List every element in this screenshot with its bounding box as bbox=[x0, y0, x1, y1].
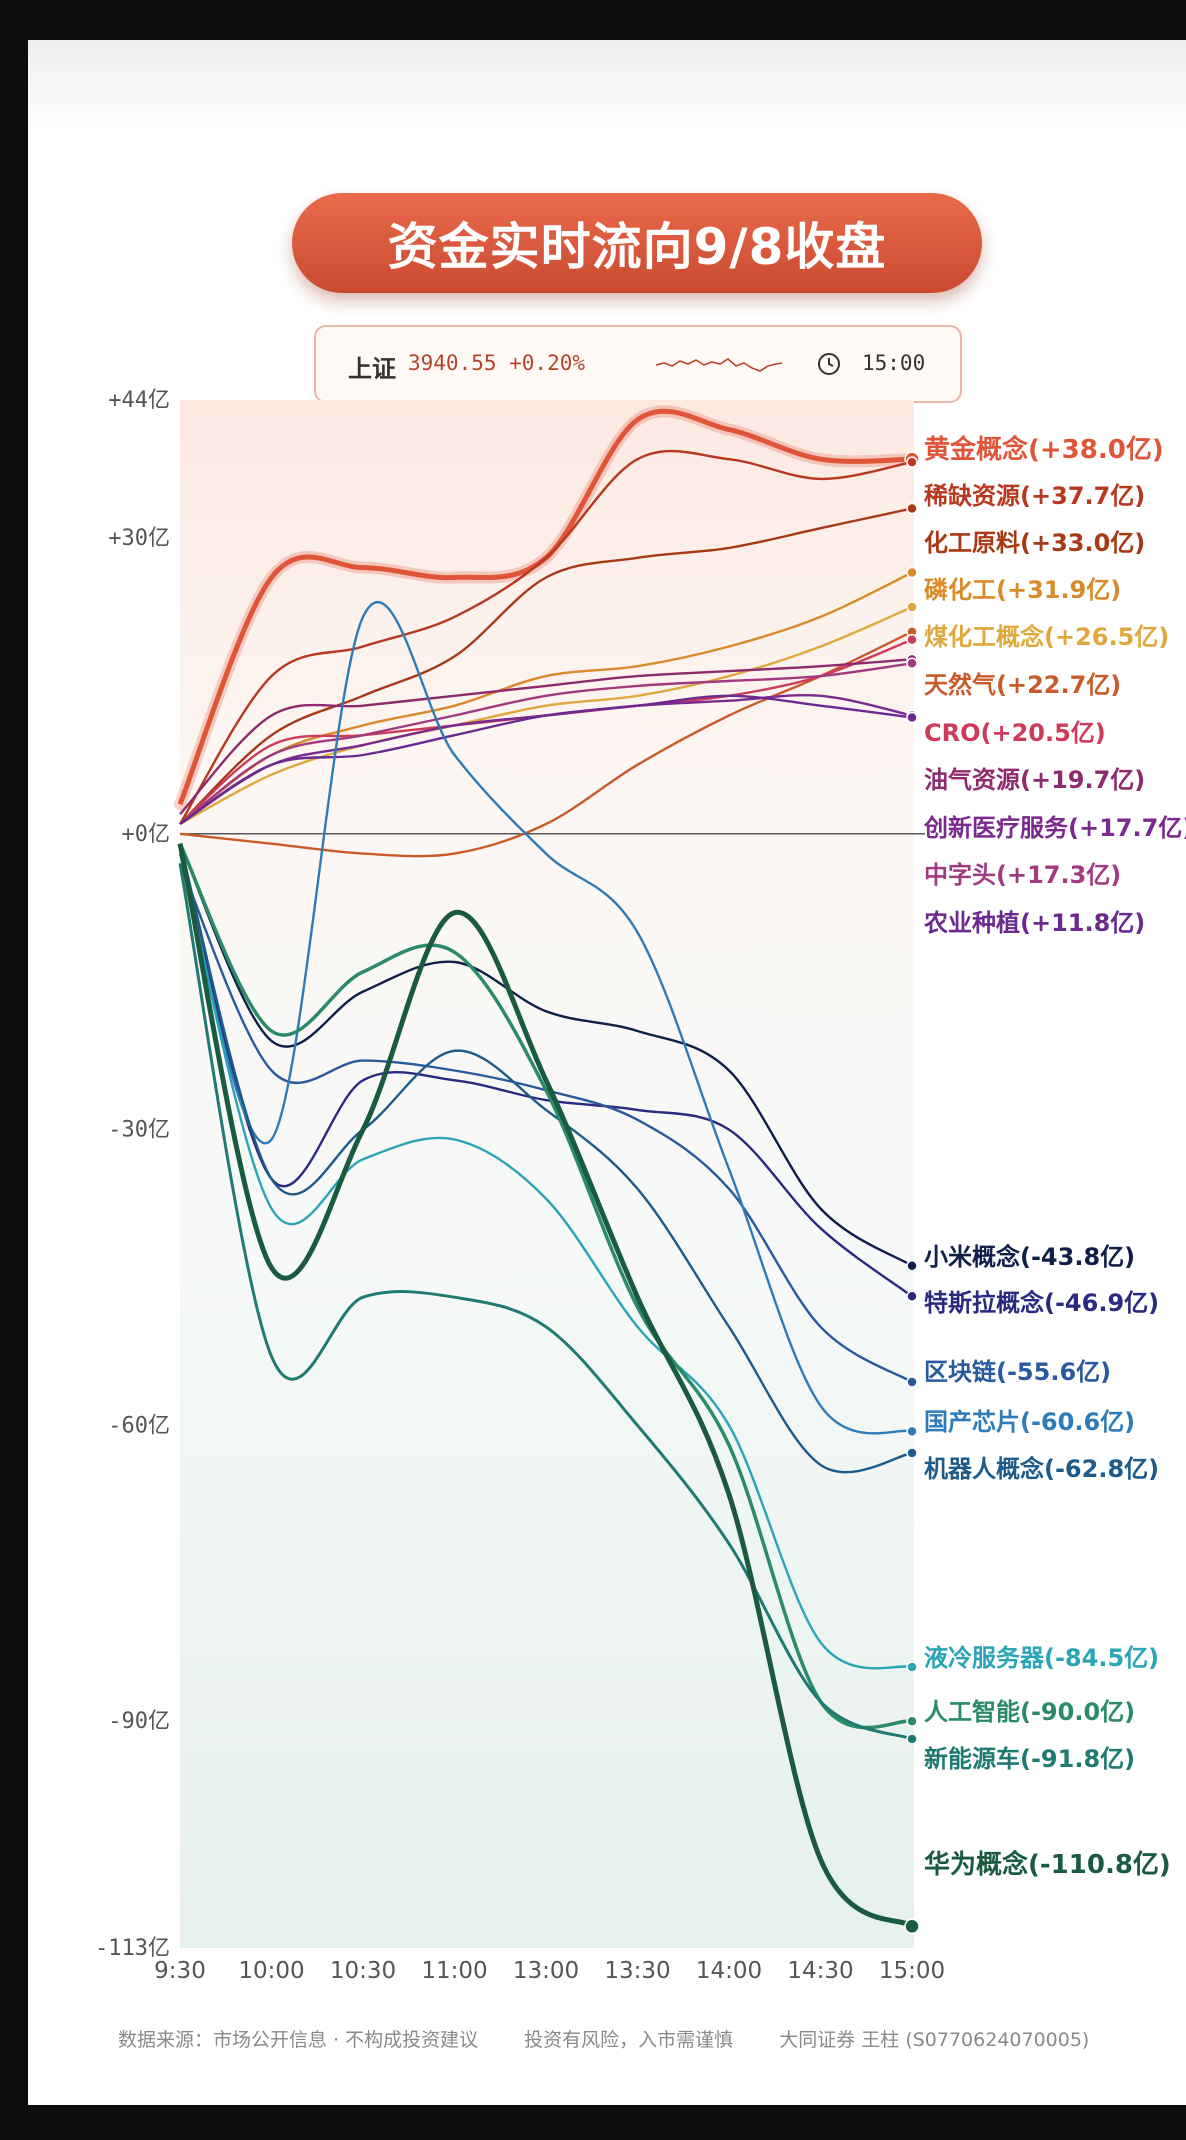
series-end-point bbox=[906, 711, 918, 724]
series-line bbox=[179, 694, 913, 825]
series-line bbox=[179, 571, 913, 825]
series-line bbox=[179, 662, 913, 825]
series-end-label: 磷化工(+31.9亿) bbox=[924, 576, 1121, 604]
series-end-label: 化工原料(+33.0亿) bbox=[924, 529, 1145, 557]
footer-risk: 投资有风险，入市需谨慎 bbox=[524, 2029, 734, 2051]
y-tick-label: -30亿 bbox=[108, 1118, 170, 1143]
series-end-label: 煤化工概念(+26.5亿) bbox=[924, 623, 1169, 651]
series-line bbox=[178, 863, 913, 1741]
series-end-point bbox=[906, 456, 918, 468]
plot-area bbox=[180, 400, 914, 1948]
series-end-point bbox=[904, 1918, 920, 1935]
y-tick-label: -90亿 bbox=[108, 1709, 170, 1734]
footer-author: 大同证券 王柱 (S0770624070005) bbox=[779, 2029, 1090, 2051]
series-end-point bbox=[906, 1715, 918, 1727]
series-line bbox=[179, 630, 913, 858]
series-end-point bbox=[906, 1447, 918, 1459]
index-value: 3940.55 +0.20% bbox=[408, 351, 586, 375]
series-end-point bbox=[906, 566, 918, 579]
series-line bbox=[178, 843, 913, 1267]
series-line bbox=[178, 449, 913, 825]
x-tick-label: 13:30 bbox=[604, 1958, 670, 1984]
x-tick-label: 10:30 bbox=[330, 1958, 396, 1984]
series-end-label: 农业种植(+11.8亿) bbox=[923, 909, 1145, 937]
series-end-label: 创新医疗服务(+17.7亿) bbox=[923, 814, 1186, 842]
x-tick-label: 11:00 bbox=[421, 1958, 487, 1984]
x-tick-label: 9:30 bbox=[154, 1958, 206, 1984]
series-end-label: 黄金概念(+38.0亿) bbox=[924, 434, 1164, 465]
series-end-point bbox=[906, 1733, 918, 1745]
series-end-point bbox=[906, 657, 918, 670]
series-end-point bbox=[906, 601, 918, 613]
series-line bbox=[178, 862, 913, 1384]
chart-title: 资金实时流向9/8收盘 bbox=[292, 193, 982, 293]
series-end-label: 天然气(+22.7亿) bbox=[924, 671, 1121, 699]
series-end-label: 稀缺资源(+37.7亿) bbox=[924, 482, 1145, 510]
y-tick-label: +0亿 bbox=[122, 822, 171, 847]
series-end-label: 中字头(+17.3亿) bbox=[924, 861, 1121, 889]
series-end-label: CRO(+20.5亿) bbox=[924, 719, 1106, 747]
series-end-label: 油气资源(+19.7亿) bbox=[924, 766, 1145, 794]
series-line bbox=[179, 658, 913, 815]
series-line bbox=[178, 843, 913, 1474]
series-end-label: 特斯拉概念(-46.9亿) bbox=[924, 1289, 1159, 1317]
series-end-point bbox=[906, 1661, 918, 1673]
footer: 数据来源：市场公开信息 · 不构成投资建议 投资有风险，入市需谨慎 大同证券 王… bbox=[118, 2025, 1168, 2052]
series-end-point bbox=[906, 1290, 918, 1303]
y-tick-label: -113亿 bbox=[95, 1936, 170, 1961]
index-time: 15:00 bbox=[862, 351, 926, 375]
clock-icon bbox=[818, 353, 840, 375]
series-line bbox=[179, 605, 913, 826]
series-end-point bbox=[906, 1259, 918, 1272]
series-line bbox=[179, 507, 913, 825]
series-end-label: 华为概念(-110.8亿) bbox=[924, 1849, 1171, 1880]
x-tick-label: 15:00 bbox=[879, 1958, 945, 1984]
y-tick-label: +30亿 bbox=[108, 526, 170, 551]
series-end-label: 机器人概念(-62.8亿) bbox=[924, 1455, 1159, 1483]
y-tick-label: +44亿 bbox=[108, 388, 170, 413]
series-end-label: 新能源车(-91.8亿) bbox=[924, 1745, 1135, 1773]
x-tick-label: 14:30 bbox=[787, 1958, 853, 1984]
index-label: 上证 bbox=[348, 355, 396, 383]
series-end-label: 区块链(-55.6亿) bbox=[924, 1358, 1111, 1386]
series-line bbox=[178, 853, 913, 1670]
series-line bbox=[178, 601, 913, 1435]
series-line bbox=[178, 842, 913, 1730]
x-tick-label: 14:00 bbox=[696, 1958, 762, 1984]
series-end-label: 人工智能(-90.0亿) bbox=[924, 1698, 1135, 1726]
footer-source: 数据来源：市场公开信息 · 不构成投资建议 bbox=[118, 2029, 479, 2051]
series-end-label: 小米概念(-43.8亿) bbox=[924, 1243, 1135, 1271]
series-end-label: 国产芯片(-60.6亿) bbox=[924, 1408, 1135, 1436]
series-line bbox=[177, 843, 914, 1929]
series-end-point bbox=[906, 1376, 918, 1388]
series-end-label: 液冷服务器(-84.5亿) bbox=[924, 1644, 1159, 1672]
series-end-point bbox=[906, 1425, 918, 1438]
y-tick-label: -60亿 bbox=[108, 1413, 170, 1438]
x-tick-label: 13:00 bbox=[513, 1958, 579, 1984]
series-end-point bbox=[906, 502, 918, 515]
sparkline-icon bbox=[655, 358, 783, 372]
series-end-point bbox=[906, 633, 918, 646]
x-tick-label: 10:00 bbox=[238, 1958, 304, 1984]
